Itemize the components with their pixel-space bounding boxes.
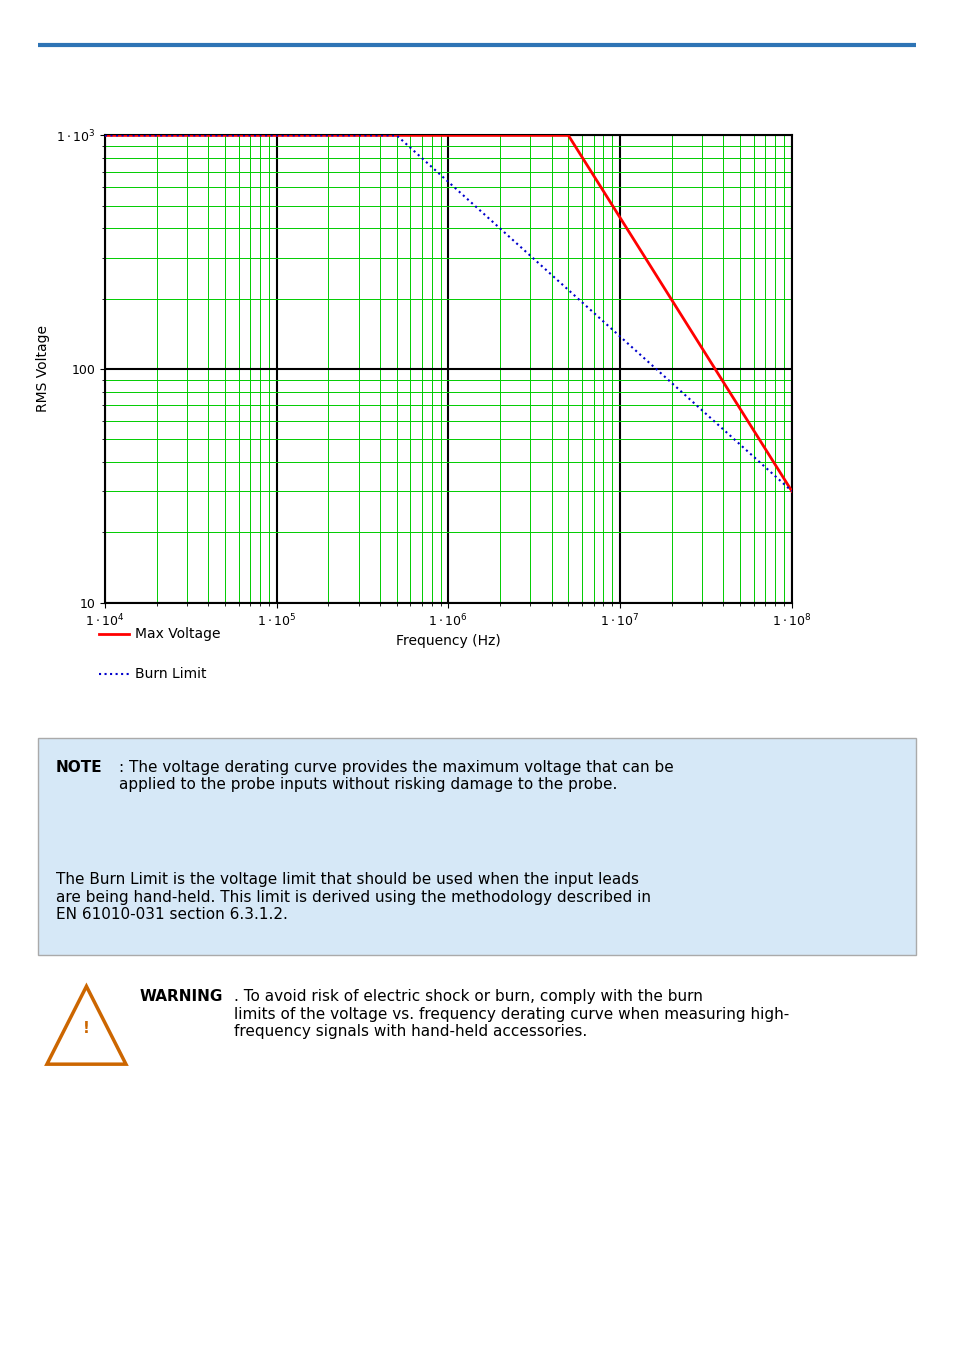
Text: NOTE: NOTE bbox=[55, 760, 102, 774]
Text: Max Voltage: Max Voltage bbox=[135, 627, 221, 640]
Text: WARNING: WARNING bbox=[139, 990, 222, 1005]
X-axis label: Frequency (Hz): Frequency (Hz) bbox=[395, 635, 500, 649]
FancyBboxPatch shape bbox=[38, 738, 915, 955]
Text: !: ! bbox=[83, 1021, 90, 1036]
Text: The Burn Limit is the voltage limit that should be used when the input leads
are: The Burn Limit is the voltage limit that… bbox=[55, 872, 650, 922]
Text: Burn Limit: Burn Limit bbox=[135, 668, 207, 681]
Text: : The voltage derating curve provides the maximum voltage that can be
applied to: : The voltage derating curve provides th… bbox=[119, 760, 673, 792]
Text: . To avoid risk of electric shock or burn, comply with the burn
limits of the vo: . To avoid risk of electric shock or bur… bbox=[233, 990, 788, 1040]
Y-axis label: RMS Voltage: RMS Voltage bbox=[36, 325, 50, 413]
